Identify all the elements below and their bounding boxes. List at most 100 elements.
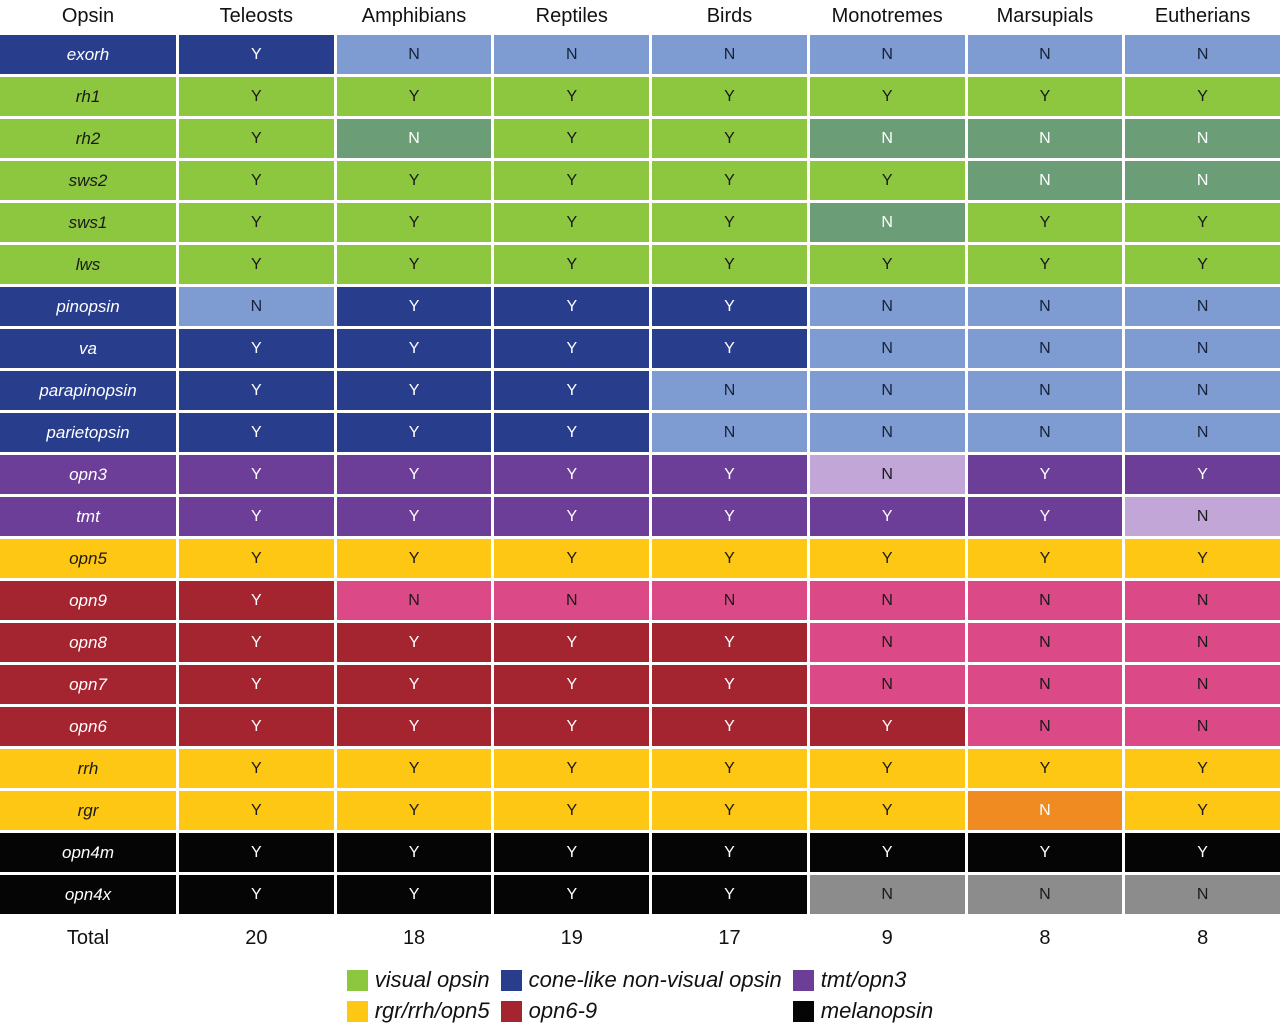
cell-exorh-teleosts: Y xyxy=(179,35,334,74)
cell-opn4x-monotremes: N xyxy=(809,875,965,914)
legend-swatch-rgr-rrh-opn5-icon xyxy=(346,1000,368,1022)
row-label-opn6: opn6 xyxy=(0,707,176,746)
cell-opn5-monotremes: Y xyxy=(809,539,965,578)
cell-opn8-reptiles: Y xyxy=(494,623,650,662)
legend-label-visual-opsin: visual opsin xyxy=(374,967,490,992)
cell-rh1-reptiles: Y xyxy=(494,77,650,116)
cell-rgr-monotremes: Y xyxy=(809,791,965,830)
table-row-opn8: opn8 Y Y Y Y N N N xyxy=(0,623,1280,662)
row-label-rh2: rh2 xyxy=(0,119,176,158)
cell-rgr-amphibians: Y xyxy=(336,791,492,830)
table-row-pinopsin: pinopsin N Y Y Y N N N xyxy=(0,287,1280,326)
column-header-teleosts: Teleosts xyxy=(179,2,334,31)
table-header-row: Opsin Teleosts Amphibians Reptiles Birds Mono… xyxy=(0,2,1280,31)
table-row-opn4x: opn4x Y Y Y Y N N N xyxy=(0,875,1280,914)
cell-opn7-teleosts: Y xyxy=(179,665,334,704)
row-label-pinopsin: pinopsin xyxy=(0,287,176,326)
legend-item-rgr-rrh-opn5: rgr/rrh/opn5 xyxy=(346,998,490,1024)
cell-va-marsupials: N xyxy=(967,329,1123,368)
cell-opn6-teleosts: Y xyxy=(179,707,334,746)
total-marsupials: 8 xyxy=(967,917,1123,959)
row-label-sws1: sws1 xyxy=(0,203,176,242)
cell-tmt-amphibians: Y xyxy=(336,497,492,536)
cell-rh2-eutherians: N xyxy=(1125,119,1280,158)
cell-parietopsin-reptiles: Y xyxy=(494,413,650,452)
cell-sws2-monotremes: Y xyxy=(809,161,965,200)
cell-parapinopsin-amphibians: Y xyxy=(336,371,492,410)
row-label-opn7: opn7 xyxy=(0,665,176,704)
cell-parapinopsin-eutherians: N xyxy=(1125,371,1280,410)
legend-label-melanopsin: melanopsin xyxy=(820,998,934,1023)
cell-opn7-amphibians: Y xyxy=(336,665,492,704)
row-label-opn4x: opn4x xyxy=(0,875,176,914)
table-row-opn4m: opn4m Y Y Y Y Y Y Y xyxy=(0,833,1280,872)
table-row-sws1: sws1 Y Y Y Y N Y Y xyxy=(0,203,1280,242)
cell-sws2-reptiles: Y xyxy=(494,161,650,200)
column-header-amphibians: Amphibians xyxy=(336,2,492,31)
legend-label-cone-like-non-visual-opsin: cone-like non-visual opsin xyxy=(528,967,782,992)
cell-opn4m-teleosts: Y xyxy=(179,833,334,872)
cell-lws-reptiles: Y xyxy=(494,245,650,284)
cell-exorh-birds: N xyxy=(652,35,807,74)
cell-opn6-eutherians: N xyxy=(1125,707,1280,746)
cell-opn5-birds: Y xyxy=(652,539,807,578)
cell-rh1-eutherians: Y xyxy=(1125,77,1280,116)
cell-sws1-marsupials: Y xyxy=(967,203,1123,242)
cell-lws-amphibians: Y xyxy=(336,245,492,284)
cell-opn4x-reptiles: Y xyxy=(494,875,650,914)
legend-label-tmt-opn3: tmt/opn3 xyxy=(820,967,907,992)
cell-opn4m-eutherians: Y xyxy=(1125,833,1280,872)
legend-item-melanopsin: melanopsin xyxy=(792,998,934,1024)
cell-lws-teleosts: Y xyxy=(179,245,334,284)
cell-va-amphibians: Y xyxy=(336,329,492,368)
cell-rh1-monotremes: Y xyxy=(809,77,965,116)
cell-sws2-marsupials: N xyxy=(967,161,1123,200)
row-label-parapinopsin: parapinopsin xyxy=(0,371,176,410)
column-header-opsin: Opsin xyxy=(0,2,176,31)
cell-rrh-eutherians: Y xyxy=(1125,749,1280,788)
legend-column-2: cone-like non-visual opsin opn6-9 xyxy=(500,967,782,1024)
cell-parietopsin-marsupials: N xyxy=(967,413,1123,452)
cell-parapinopsin-reptiles: Y xyxy=(494,371,650,410)
cell-parietopsin-eutherians: N xyxy=(1125,413,1280,452)
cell-pinopsin-eutherians: N xyxy=(1125,287,1280,326)
legend-label-opn6-9: opn6-9 xyxy=(528,998,598,1023)
cell-tmt-marsupials: Y xyxy=(967,497,1123,536)
cell-opn8-monotremes: N xyxy=(809,623,965,662)
row-label-rh1: rh1 xyxy=(0,77,176,116)
cell-rrh-marsupials: Y xyxy=(967,749,1123,788)
cell-parapinopsin-marsupials: N xyxy=(967,371,1123,410)
cell-opn3-monotremes: N xyxy=(809,455,965,494)
cell-rh2-birds: Y xyxy=(652,119,807,158)
cell-parapinopsin-monotremes: N xyxy=(809,371,965,410)
cell-rrh-reptiles: Y xyxy=(494,749,650,788)
table-row-opn6: opn6 Y Y Y Y Y N N xyxy=(0,707,1280,746)
table-row-opn7: opn7 Y Y Y Y N N N xyxy=(0,665,1280,704)
cell-sws1-eutherians: Y xyxy=(1125,203,1280,242)
row-label-tmt: tmt xyxy=(0,497,176,536)
cell-sws1-amphibians: Y xyxy=(336,203,492,242)
row-label-rrh: rrh xyxy=(0,749,176,788)
cell-sws1-monotremes: N xyxy=(809,203,965,242)
cell-parietopsin-teleosts: Y xyxy=(179,413,334,452)
cell-va-teleosts: Y xyxy=(179,329,334,368)
legend-item-cone-like-non-visual-opsin: cone-like non-visual opsin xyxy=(500,967,782,993)
cell-tmt-eutherians: N xyxy=(1125,497,1280,536)
row-label-exorh: exorh xyxy=(0,35,176,74)
cell-rh1-teleosts: Y xyxy=(179,77,334,116)
row-label-sws2: sws2 xyxy=(0,161,176,200)
legend-swatch-tmt-opn3-icon xyxy=(792,969,814,991)
table-row-sws2: sws2 Y Y Y Y Y N N xyxy=(0,161,1280,200)
legend-item-tmt-opn3: tmt/opn3 xyxy=(792,967,934,993)
cell-tmt-birds: Y xyxy=(652,497,807,536)
row-label-opn5: opn5 xyxy=(0,539,176,578)
row-label-opn3: opn3 xyxy=(0,455,176,494)
cell-pinopsin-teleosts: N xyxy=(179,287,334,326)
cell-tmt-monotremes: Y xyxy=(809,497,965,536)
cell-opn3-marsupials: Y xyxy=(967,455,1123,494)
row-label-lws: lws xyxy=(0,245,176,284)
cell-opn4x-marsupials: N xyxy=(967,875,1123,914)
cell-opn3-reptiles: Y xyxy=(494,455,650,494)
cell-rrh-monotremes: Y xyxy=(809,749,965,788)
